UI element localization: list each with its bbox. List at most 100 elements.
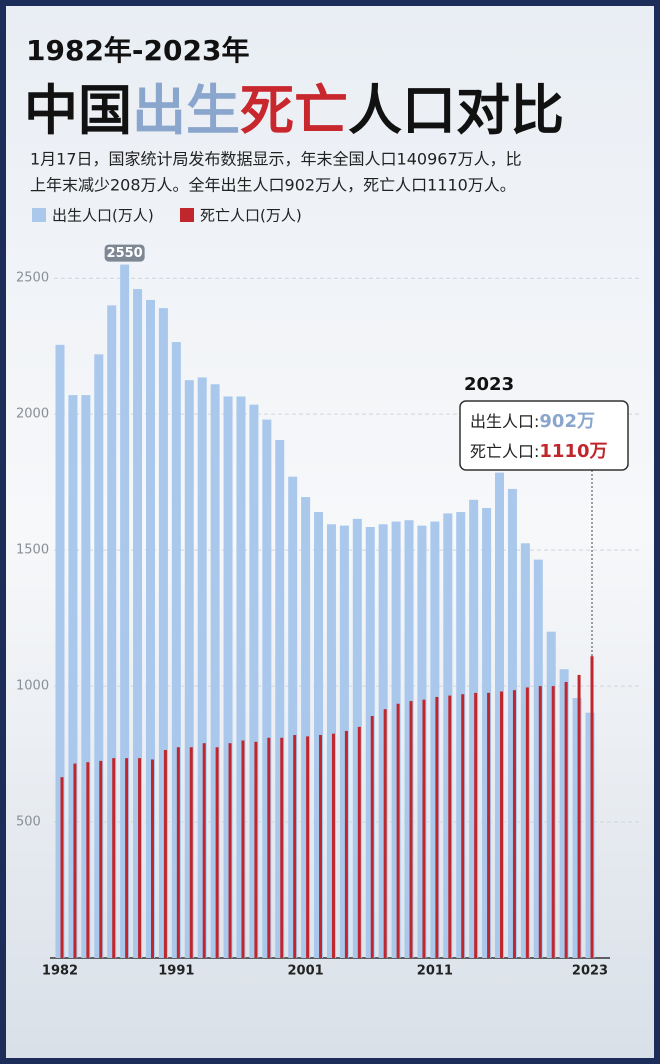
y-tick-label: 1000: [16, 679, 49, 694]
legend-swatch: [32, 208, 46, 222]
title: 中国出生死亡人口对比: [24, 79, 564, 142]
y-tick-label: 500: [16, 815, 41, 830]
death-bar: [228, 743, 232, 958]
birth-bar: [197, 377, 207, 959]
birth-bar: [314, 512, 324, 958]
death-bar: [254, 741, 258, 958]
y-tick-label: 2500: [16, 271, 49, 286]
tooltip-label: 出生人口:: [470, 412, 539, 431]
tooltip-line: 出生人口:902万: [470, 411, 595, 432]
birth-bar: [352, 518, 362, 958]
death-bar: [461, 694, 465, 958]
death-bar: [202, 743, 206, 958]
death-bar: [344, 730, 348, 958]
title-line1: 1982年-2023年: [26, 34, 249, 67]
subtitle: 1月17日，国家统计局发布数据显示，年末全国人口140967万人，比: [30, 150, 522, 169]
birth-bar: [520, 543, 530, 958]
death-bar: [551, 686, 555, 958]
death-bar: [370, 715, 374, 958]
death-bar: [435, 696, 439, 958]
death-bar: [293, 735, 297, 958]
birth-bar: [495, 472, 505, 958]
annotation-year: 2023: [464, 374, 514, 395]
death-bar: [189, 747, 193, 958]
subtitle: 上年末减少208万人。全年出生人口902万人，死亡人口1110万人。: [30, 176, 516, 195]
birth-bar: [145, 299, 155, 958]
death-bar: [60, 777, 64, 958]
death-bar: [525, 687, 529, 958]
death-bar: [500, 691, 504, 958]
birth-bar: [533, 559, 543, 958]
legend-label: 出生人口(万人): [52, 207, 154, 225]
x-tick-label: 2001: [288, 964, 324, 979]
birth-bar: [339, 525, 349, 958]
birth-bar: [417, 525, 427, 958]
death-bar: [138, 758, 142, 958]
death-bar: [396, 703, 400, 958]
birth-bar: [249, 404, 259, 958]
tooltip-line: 死亡人口:1110万: [470, 441, 608, 462]
birth-bar: [55, 344, 65, 958]
tooltip-value: 902万: [539, 411, 595, 432]
death-bar: [215, 747, 219, 958]
birth-bar: [365, 527, 375, 958]
birth-bar: [68, 395, 78, 958]
title-part: 中国: [24, 79, 132, 142]
death-bar: [241, 740, 245, 958]
birth-bar: [184, 380, 194, 958]
birth-bar: [158, 308, 168, 958]
death-bar: [590, 656, 594, 958]
birth-bar: [262, 419, 272, 959]
birth-bar: [223, 396, 233, 958]
birth-bar: [585, 712, 595, 958]
tooltip-label: 死亡人口:: [470, 442, 539, 461]
death-bar: [176, 747, 180, 958]
death-bar: [487, 692, 491, 958]
birth-bar: [301, 497, 311, 958]
death-bar: [73, 763, 77, 958]
death-bar: [331, 733, 335, 958]
y-tick-label: 1500: [16, 543, 49, 558]
death-bar: [512, 690, 516, 958]
death-bar: [306, 736, 310, 958]
death-bar: [448, 695, 452, 958]
birth-bar: [81, 395, 91, 958]
birth-bar: [404, 520, 414, 958]
death-bar: [577, 674, 581, 958]
title-part: 出生: [132, 79, 240, 142]
birth-bar: [572, 698, 582, 958]
death-bar: [280, 737, 284, 958]
y-tick-label: 2000: [16, 407, 49, 422]
birth-bar: [378, 524, 388, 958]
peak-badge: [104, 244, 145, 262]
title-part: 人口对比: [348, 79, 564, 142]
birth-bar: [107, 305, 117, 958]
death-bar: [112, 758, 116, 958]
birth-bar: [288, 476, 298, 958]
death-bar: [86, 762, 90, 958]
death-bar: [150, 759, 154, 958]
death-bar: [267, 737, 271, 958]
x-tick-label: 2023: [572, 964, 608, 979]
birth-bar: [482, 507, 492, 958]
birth-bar: [546, 631, 556, 958]
birth-bar: [469, 499, 479, 958]
death-bar: [422, 699, 426, 958]
peak-label: 2550: [107, 246, 143, 261]
birth-bar: [443, 513, 453, 958]
birth-bar: [456, 512, 466, 958]
birth-bar: [430, 521, 440, 958]
death-bar: [474, 692, 478, 958]
birth-bar: [236, 396, 246, 958]
birth-bar: [171, 342, 181, 958]
x-tick-label: 2011: [417, 964, 453, 979]
x-tick-label: 1991: [158, 964, 194, 979]
death-bar: [409, 701, 413, 958]
legend-label: 死亡人口(万人): [200, 207, 302, 225]
birth-bar: [391, 521, 401, 958]
death-bar: [125, 758, 129, 958]
birth-bar: [275, 439, 285, 958]
tooltip-value: 1110万: [539, 441, 607, 462]
death-bar: [357, 726, 361, 958]
